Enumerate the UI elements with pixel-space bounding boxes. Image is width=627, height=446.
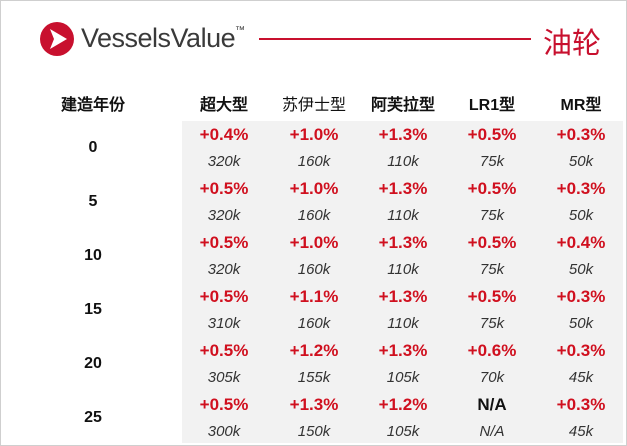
change: +0.5% bbox=[199, 179, 249, 198]
change: +1.3% bbox=[289, 395, 339, 414]
table-background bbox=[182, 121, 623, 443]
build-age: 5 bbox=[88, 193, 98, 210]
value: 300k bbox=[207, 423, 241, 440]
title: 油轮 bbox=[543, 28, 602, 60]
value: 160k bbox=[297, 207, 331, 224]
build-age: 10 bbox=[84, 247, 102, 264]
change: +1.3% bbox=[378, 233, 428, 252]
column-header: 苏伊士型 bbox=[281, 97, 347, 114]
change: +0.5% bbox=[467, 287, 517, 306]
value: 320k bbox=[207, 261, 241, 278]
value: 310k bbox=[207, 315, 241, 332]
change: +0.5% bbox=[467, 233, 517, 252]
build-age: 15 bbox=[84, 301, 102, 318]
value: 160k bbox=[297, 315, 331, 332]
value: 50k bbox=[568, 315, 594, 332]
column-header: 建造年份 bbox=[60, 97, 126, 114]
change: +0.4% bbox=[556, 233, 606, 252]
build-age: 0 bbox=[88, 139, 98, 156]
value: 110k bbox=[387, 153, 419, 170]
value: 75k bbox=[479, 207, 505, 224]
change: +0.5% bbox=[199, 341, 249, 360]
value: 45k bbox=[568, 369, 594, 386]
value: 110k bbox=[387, 261, 419, 278]
value: 150k bbox=[297, 423, 331, 440]
value: 320k bbox=[207, 153, 241, 170]
build-age: 20 bbox=[84, 355, 102, 372]
change: +0.3% bbox=[556, 125, 606, 144]
change: +0.5% bbox=[467, 179, 517, 198]
change: +0.3% bbox=[556, 179, 606, 198]
build-age: 25 bbox=[84, 409, 102, 426]
value: 320k bbox=[207, 207, 241, 224]
column-header: 超大型 bbox=[199, 97, 249, 114]
change: N/A bbox=[477, 395, 507, 414]
value: 75k bbox=[479, 261, 505, 278]
change: +1.0% bbox=[289, 125, 339, 144]
change: +0.3% bbox=[556, 287, 606, 306]
change: +0.5% bbox=[199, 395, 249, 414]
value: 305k bbox=[207, 369, 241, 386]
column-header: LR1型 bbox=[468, 97, 516, 114]
value: 110k bbox=[387, 207, 419, 224]
value: 160k bbox=[297, 153, 331, 170]
change: +0.3% bbox=[556, 395, 606, 414]
value: 155k bbox=[297, 369, 331, 386]
change: +1.3% bbox=[378, 179, 428, 198]
change: +0.3% bbox=[556, 341, 606, 360]
change: +0.6% bbox=[467, 341, 517, 360]
change: +1.3% bbox=[378, 287, 428, 306]
change: +1.2% bbox=[378, 395, 428, 414]
change: +1.3% bbox=[378, 125, 428, 144]
value: 50k bbox=[568, 153, 594, 170]
change: +0.5% bbox=[467, 125, 517, 144]
value: 105k bbox=[386, 423, 420, 440]
value: 110k bbox=[387, 315, 419, 332]
value: 160k bbox=[297, 261, 331, 278]
value: 50k bbox=[568, 261, 594, 278]
logo-icon bbox=[40, 22, 74, 56]
divider bbox=[259, 38, 531, 40]
logo-text: VesselsValue bbox=[81, 23, 236, 53]
value: 105k bbox=[386, 369, 420, 386]
value: 75k bbox=[479, 315, 505, 332]
column-header: 阿芙拉型 bbox=[370, 97, 436, 114]
value: N/A bbox=[479, 423, 505, 440]
value: 75k bbox=[479, 153, 505, 170]
change: +1.2% bbox=[289, 341, 339, 360]
value: 50k bbox=[568, 207, 594, 224]
value: 70k bbox=[479, 369, 505, 386]
change: +1.0% bbox=[289, 179, 339, 198]
column-header: MR型 bbox=[560, 97, 602, 114]
change: +1.0% bbox=[289, 233, 339, 252]
value: 45k bbox=[568, 423, 594, 440]
change: +0.5% bbox=[199, 287, 249, 306]
change: +1.1% bbox=[289, 287, 339, 306]
change: +0.4% bbox=[199, 125, 249, 144]
change: +1.3% bbox=[378, 341, 428, 360]
change: +0.5% bbox=[199, 233, 249, 252]
trademark: ™ bbox=[235, 25, 245, 36]
